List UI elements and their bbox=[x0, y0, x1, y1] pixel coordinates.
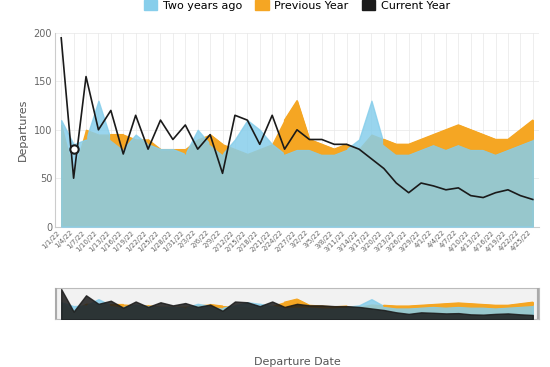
Text: Departure Date: Departure Date bbox=[254, 357, 340, 367]
Legend: Two years ago, Previous Year, Current Year: Two years ago, Previous Year, Current Ye… bbox=[140, 0, 454, 15]
Y-axis label: Departures: Departures bbox=[18, 99, 28, 161]
